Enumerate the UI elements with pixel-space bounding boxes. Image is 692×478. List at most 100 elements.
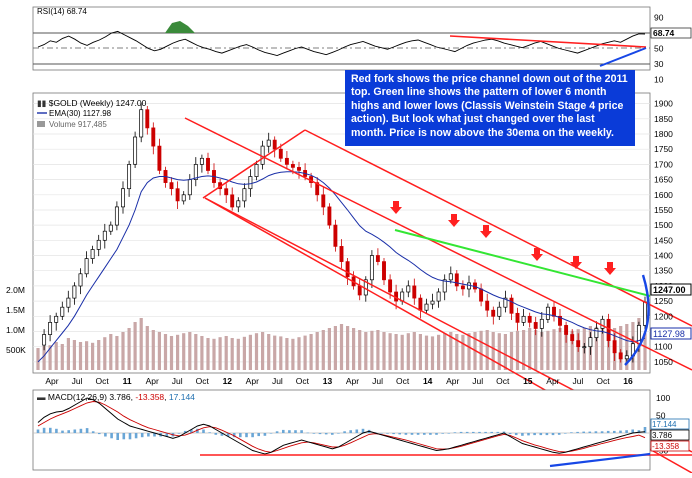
macd-header-macd: 3.786 [109,392,131,402]
price-candle [54,315,59,323]
volume-bar [157,332,161,370]
volume-bar [218,337,222,370]
volume-bar [194,334,198,370]
macd-hist-bar [55,428,58,433]
x-tick-label: Oct [596,376,610,386]
price-candle [430,300,435,305]
down-arrow-icon [604,262,616,275]
macd-signal-value: -13.358 [652,442,680,451]
price-tick-label: 1100 [654,342,673,352]
macd-hist-bar [380,433,383,434]
x-tick-label: Apr [346,376,359,386]
fork-upper-top-line [184,117,692,371]
volume-bar [224,336,228,370]
macd-hist-bar [410,433,414,435]
macd-hist-bar [73,429,77,433]
macd-value: 3.786 [652,431,673,440]
macd-hist-bar [306,432,310,434]
price-header-text: ▮▮ $GOLD (Weekly) 1247.00 [37,98,147,108]
price-header-icon: ▮▮ [37,98,49,108]
macd-hist-bar [61,430,64,433]
price-candle [169,182,174,190]
price-candle [600,318,605,329]
volume-bar [467,333,471,370]
volume-tick-label: 2.0M [6,285,25,295]
volume-bar [261,332,265,370]
rsi-red-trendline [449,35,647,48]
price-candle [284,157,289,165]
macd-header-hist: 17.144 [169,392,195,402]
volume-bar [85,341,89,370]
price-tick-label: 1900 [654,99,673,109]
x-tick-label: Jul [272,376,283,386]
macd-hist-bar [435,433,438,435]
volume-bar [176,334,180,370]
volume-bar [236,338,240,370]
macd-hist-bar [226,433,230,437]
macd-hist-bar [251,433,254,438]
volume-bar [424,335,429,370]
macd-hist-bar [140,433,144,438]
price-candle [224,188,229,196]
x-tick-label: Apr [446,376,459,386]
macd-hist-bar [147,433,150,437]
rsi-tick-label: 30 [654,59,664,69]
price-candle [406,285,411,293]
price-candle [321,194,326,208]
price-candle [266,139,271,147]
green-lower-highs-line [394,229,651,297]
ema-legend-label: EMA(30) 1127.98 [49,109,112,118]
down-arrow-icon [448,214,460,227]
volume-bar [133,322,137,370]
macd-hist-bar [643,427,647,433]
volume-bar [625,324,629,370]
volume-bar [327,328,331,370]
volume-bar [285,338,289,370]
macd-hist-bar [576,431,579,433]
volume-tick-label: 1.0M [6,325,25,335]
macd-line [37,397,646,455]
macd-hist-bar [300,430,303,433]
macd-hist-bar [551,433,555,436]
x-tick-label: Apr [246,376,259,386]
price-candle [175,188,180,202]
volume-bar [346,326,350,370]
macd-hist-bar [257,433,260,437]
price-candle [66,297,71,308]
macd-hist-bar [637,430,641,433]
price-tick-label: 1650 [654,175,673,185]
volume-bar [546,330,550,370]
macd-hist-bar [465,431,469,433]
volume-bar [127,328,131,370]
fork-handle-line [202,129,306,199]
volume-bar [279,336,283,370]
macd-hist-value: 17.144 [652,420,677,429]
volume-bar [485,330,489,370]
price-candle [151,127,156,147]
down-arrow-icon [480,225,492,238]
price-candle [460,285,465,290]
x-tick-label: 16 [623,376,633,386]
price-candle [78,273,83,287]
price-candle [618,352,623,360]
macd-hist-bar [441,433,444,434]
volume-bar [540,332,544,370]
macd-hist-bar [49,427,52,434]
x-tick-label: 13 [323,376,333,386]
macd-hist-bar [533,433,536,436]
macd-hist-box [650,418,690,430]
price-candle [278,148,283,159]
down-arrow-icon [390,201,402,214]
macd-value-box [650,429,690,441]
macd-hist-bar [557,433,561,435]
macd-hist-bar [490,431,493,433]
macd-hist-bar [564,433,567,434]
rsi-value-box [650,27,692,39]
price-tick-label: 1050 [654,357,673,367]
price-tick-label: 1200 [654,311,673,321]
price-candle [339,246,344,262]
macd-hist-bar [447,433,451,434]
macd-hist-bar [275,431,279,434]
price-candle [127,164,132,190]
volume-bar [600,328,605,370]
